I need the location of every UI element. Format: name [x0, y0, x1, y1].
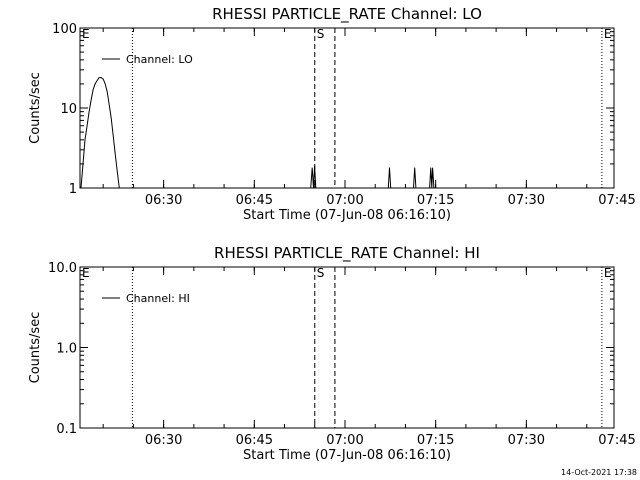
- x-tick-label: 06:45: [236, 433, 273, 448]
- chart-panel-1: RHESSI PARTICLE_RATE Channel: LO 1 10 100 Co…: [28, 5, 636, 223]
- y-tick-label: 10: [60, 102, 77, 117]
- x-axis-label: Start Time (07-Jun-08 06:16:10): [243, 208, 451, 223]
- x-tick-label: 06:30: [145, 193, 182, 208]
- plot-frame: [79, 27, 615, 189]
- x-tick-label: 06:30: [145, 433, 182, 448]
- y-tick-label: 1.0: [56, 342, 77, 357]
- y-tick-label: 0.1: [56, 422, 77, 437]
- chart-title: RHESSI PARTICLE_RATE Channel: HI: [214, 244, 480, 263]
- timestamp: 14-Oct-2021 17:38: [561, 468, 637, 477]
- y-tick-label: 100: [52, 22, 77, 37]
- legend-label: Channel: LO: [126, 53, 193, 66]
- chart-panel-2: RHESSI PARTICLE_RATE Channel: HI 0.1 1.0 10…: [28, 244, 636, 463]
- event-marker-label: S: [317, 27, 325, 41]
- legend-label: Channel: HI: [126, 292, 190, 305]
- event-marker-label: E: [82, 27, 90, 41]
- series-line-channel-lo: [80, 77, 435, 189]
- x-tick-label: 07:15: [417, 193, 454, 208]
- y-axis-label: Counts/sec: [28, 312, 43, 384]
- x-tick-label: 07:30: [508, 433, 545, 448]
- y-tick-label: 10.0: [48, 261, 77, 276]
- event-marker-label: E: [604, 266, 612, 280]
- x-axis-label: Start Time (07-Jun-08 06:16:10): [243, 448, 451, 463]
- x-tick-label: 06:45: [236, 193, 273, 208]
- x-tick-label: 07:45: [598, 433, 635, 448]
- event-marker-label: E: [604, 27, 612, 41]
- y-tick-label: 1: [69, 182, 77, 197]
- x-tick-label: 07:00: [326, 433, 363, 448]
- x-tick-label: 07:15: [417, 433, 454, 448]
- event-marker-label: S: [317, 266, 325, 280]
- y-axis-label: Counts/sec: [28, 72, 43, 144]
- x-tick-label: 07:30: [508, 193, 545, 208]
- event-marker-label: E: [82, 266, 90, 280]
- chart-title: RHESSI PARTICLE_RATE Channel: LO: [212, 5, 482, 24]
- x-tick-label: 07:00: [326, 193, 363, 208]
- x-tick-label: 07:45: [598, 193, 635, 208]
